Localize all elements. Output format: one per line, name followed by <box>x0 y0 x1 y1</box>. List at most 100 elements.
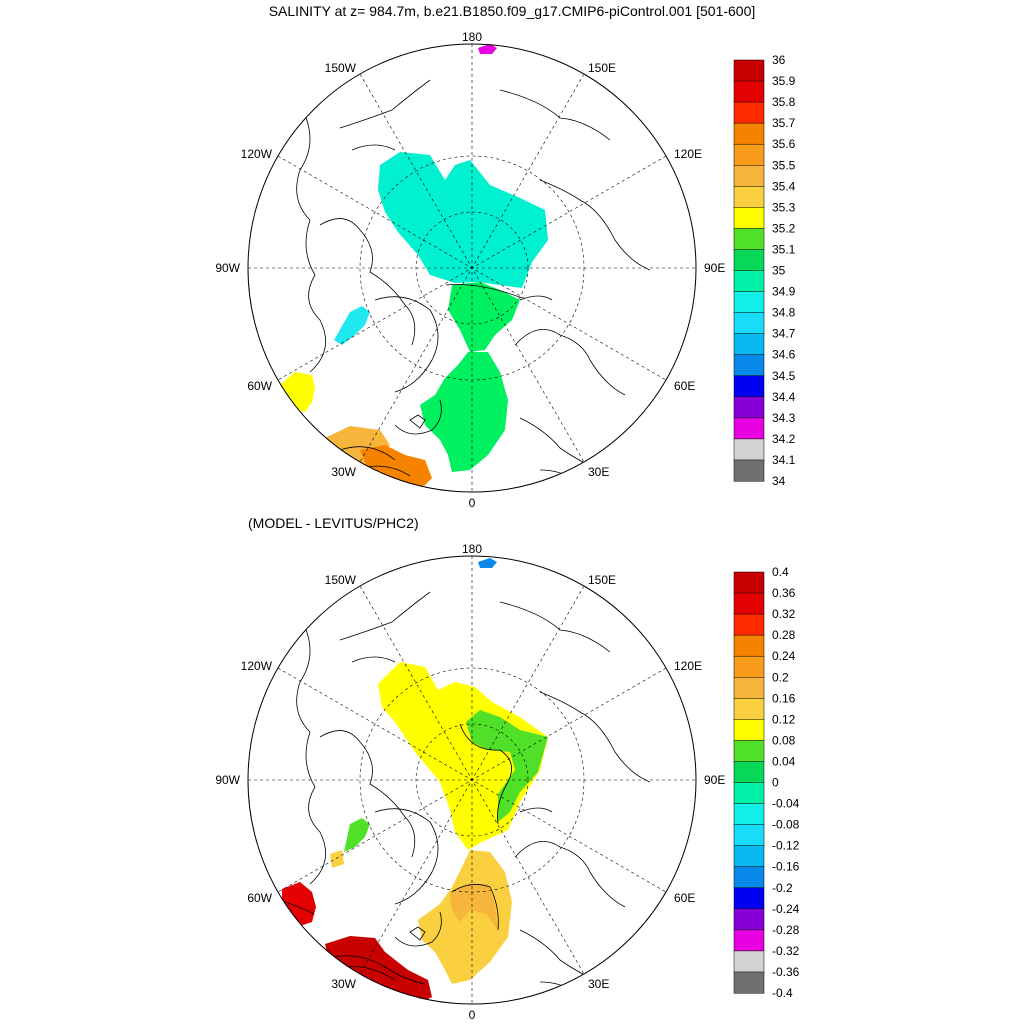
salinity-colorbar-swatch <box>733 143 765 166</box>
difference-subtitle: (MODEL - LEVITUS/PHC2) <box>248 515 419 531</box>
coastlines <box>296 591 651 998</box>
difference-colorbar-tick-label: -0.24 <box>772 902 800 916</box>
difference-contour-line <box>344 966 396 981</box>
salinity-colorbar-swatch <box>733 59 765 82</box>
salinity-colorbar-swatch <box>733 80 765 103</box>
difference-colorbar-tick-label: 0.28 <box>772 628 796 642</box>
difference-colorbar-swatch <box>733 908 765 931</box>
lon-label-150w: 150W <box>325 573 357 587</box>
salinity-contour-line <box>445 284 523 299</box>
salinity-contour-line <box>339 446 396 461</box>
lon-label-60w: 60W <box>247 891 272 905</box>
difference-colorbar-swatch <box>733 634 765 657</box>
difference-colorbar-swatch <box>733 613 765 636</box>
salinity-colorbar-tick-label: 35.2 <box>772 221 796 235</box>
graticule <box>248 556 696 1004</box>
difference-colorbar-swatch <box>733 950 765 973</box>
salinity-colorbar-swatch <box>733 459 765 482</box>
difference-colorbar-tick-label: -0.12 <box>772 839 800 853</box>
salinity-colorbar-swatch <box>733 375 765 398</box>
lon-label-30e: 30E <box>588 465 609 479</box>
salinity-colorbar-tick-label: 35.4 <box>772 179 796 193</box>
difference-colorbar-swatch <box>733 803 765 826</box>
difference-colorbar-swatch <box>733 824 765 847</box>
difference-colorbar-tick-label: -0.16 <box>772 860 800 874</box>
difference-colorbar-tick-label: -0.4 <box>772 986 793 1000</box>
coastlines <box>296 79 651 486</box>
salinity-colorbar-swatch <box>733 291 765 314</box>
lon-label-150e: 150E <box>588 573 616 587</box>
difference-colorbar-tick-label: 0.04 <box>772 754 796 768</box>
salinity-colorbar-tick-label: 34.7 <box>772 327 796 341</box>
difference-colorbar-tick-label: -0.04 <box>772 797 800 811</box>
lon-label-60e: 60E <box>674 379 695 393</box>
nordic-core-field <box>450 884 498 930</box>
difference-colorbar-tick-label: -0.2 <box>772 881 793 895</box>
difference-colorbar: 0.4 0.36 0.32 0.28 0.24 0.2 0.16 0.12 0.08 0.04 0 -… <box>733 565 800 1000</box>
difference-contour-line <box>451 884 499 931</box>
lon-label-90e: 90E <box>704 261 725 275</box>
salinity-colorbar-swatch <box>733 101 765 124</box>
salinity-colorbar-swatch <box>733 249 765 272</box>
lon-label-120e: 120E <box>674 659 702 673</box>
salinity-colorbar-swatch <box>733 396 765 419</box>
baffin-field <box>344 818 370 852</box>
salinity-colorbar-tick-label: 34.5 <box>772 369 796 383</box>
difference-contour-line <box>459 723 512 825</box>
salinity-colorbar-tick-label: 34.3 <box>772 411 796 425</box>
salinity-colorbar-swatch <box>733 354 765 377</box>
lon-label-180: 180 <box>462 542 482 556</box>
salinity-colorbar-swatch <box>733 270 765 293</box>
baffin-field <box>334 306 370 345</box>
difference-colorbar-swatch <box>733 655 765 678</box>
map-boundary-circle <box>247 43 697 493</box>
atlantic-south-field <box>325 936 432 1004</box>
difference-map-panel: 180 0 90W 90E 150W 120W 150E 120E 60W 30… <box>215 542 800 1022</box>
salinity-colorbar-tick-label: 35.6 <box>772 137 796 151</box>
difference-colorbar-swatch <box>733 719 765 741</box>
difference-colorbar-tick-label: 0.12 <box>772 712 796 726</box>
difference-colorbar-swatch <box>733 740 765 762</box>
lon-label-30w: 30W <box>331 977 356 991</box>
salinity-colorbar-swatch <box>733 165 765 187</box>
difference-colorbar-tick-label: 0.24 <box>772 649 796 663</box>
lon-label-60w: 60W <box>247 379 272 393</box>
map-area: 180 0 90W 90E 150W 120W 150E 120E 60W 30… <box>215 30 725 510</box>
difference-colorbar-tick-label: 0.32 <box>772 607 796 621</box>
salinity-colorbar-tick-label: 34.6 <box>772 348 796 362</box>
difference-contour-line <box>334 955 426 985</box>
difference-colorbar-tick-label: -0.32 <box>772 944 800 958</box>
difference-colorbar-swatch <box>733 571 765 594</box>
salinity-colorbar-tick-label: 36 <box>772 53 786 67</box>
salinity-colorbar-tick-label: 35.9 <box>772 74 796 88</box>
nordic-seas-field <box>420 352 508 472</box>
baffin-yellow-field <box>330 850 344 868</box>
difference-colorbar-tick-label: -0.36 <box>772 965 800 979</box>
lon-label-150w: 150W <box>325 61 357 75</box>
salinity-map-panel: 180 0 90W 90E 150W 120W 150E 120E 60W 30… <box>215 30 796 510</box>
salinity-colorbar-swatch <box>733 312 765 335</box>
lon-label-90w: 90W <box>215 773 240 787</box>
salinity-colorbar-swatch <box>733 122 765 145</box>
lon-label-120w: 120W <box>241 147 273 161</box>
difference-colorbar-swatch <box>733 698 765 720</box>
eurasia-basin-field <box>448 282 520 352</box>
salinity-colorbar-tick-label: 35.8 <box>772 95 796 109</box>
lon-label-120e: 120E <box>674 147 702 161</box>
difference-colorbar-tick-label: -0.08 <box>772 818 800 832</box>
difference-colorbar-tick-label: -0.28 <box>772 923 800 937</box>
difference-colorbar-tick-label: 0.2 <box>772 670 789 684</box>
difference-colorbar-swatch <box>733 845 765 868</box>
salinity-colorbar-tick-label: 35.5 <box>772 158 796 172</box>
salinity-colorbar-swatch <box>733 186 765 208</box>
salinity-colorbar-tick-label: 35.7 <box>772 116 796 130</box>
difference-colorbar-tick-label: 0.4 <box>772 565 789 579</box>
difference-colorbar-swatch <box>733 592 765 615</box>
salinity-colorbar-swatch <box>733 438 765 461</box>
salinity-colorbar-tick-label: 34.9 <box>772 285 796 299</box>
salinity-colorbar-swatch <box>733 207 765 229</box>
pacific-dot-field <box>478 44 497 54</box>
lon-label-180: 180 <box>462 30 482 44</box>
canada-basin-field <box>378 152 548 288</box>
lon-label-60e: 60E <box>674 891 695 905</box>
